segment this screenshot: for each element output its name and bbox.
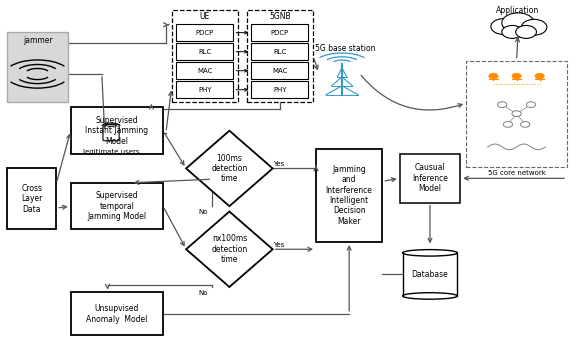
Circle shape [512,73,521,79]
Text: PHY: PHY [273,87,287,93]
Text: Cross
Layer
Data: Cross Layer Data [21,184,42,214]
FancyBboxPatch shape [400,154,461,203]
FancyBboxPatch shape [71,108,163,154]
Text: No: No [199,290,208,296]
FancyBboxPatch shape [103,124,119,141]
FancyBboxPatch shape [176,24,233,41]
FancyBboxPatch shape [71,292,163,336]
Text: Supervised
temporal
Jamming Model: Supervised temporal Jamming Model [87,191,146,221]
Text: Causual
Inference
Model: Causual Inference Model [412,163,448,193]
Text: legitimate users: legitimate users [83,149,139,155]
Circle shape [527,102,535,108]
Text: UE: UE [200,12,210,21]
FancyBboxPatch shape [246,10,313,102]
Circle shape [489,73,498,79]
Text: Yes: Yes [273,242,284,248]
Text: Application: Application [496,6,539,15]
Text: nx100ms
detection
time: nx100ms detection time [211,234,248,264]
FancyBboxPatch shape [466,61,567,167]
Text: jammer: jammer [23,37,52,45]
Text: RLC: RLC [198,49,212,55]
Text: MAC: MAC [272,68,288,74]
Circle shape [521,122,530,127]
Text: MAC: MAC [197,68,212,74]
FancyBboxPatch shape [251,24,309,41]
Text: No: No [199,209,208,215]
Circle shape [512,111,521,117]
Polygon shape [186,131,273,206]
FancyBboxPatch shape [71,183,163,230]
Text: Supervised
Instant Jamming
Model: Supervised Instant Jamming Model [85,116,148,146]
FancyBboxPatch shape [7,32,68,102]
Text: PDCP: PDCP [195,30,214,35]
FancyBboxPatch shape [316,149,382,242]
Text: RLC: RLC [273,49,287,55]
Ellipse shape [403,293,458,299]
Text: 5G core network: 5G core network [488,170,546,176]
FancyBboxPatch shape [176,81,233,98]
Text: PHY: PHY [198,87,212,93]
FancyBboxPatch shape [251,81,309,98]
FancyBboxPatch shape [251,43,309,60]
Circle shape [535,73,544,79]
Circle shape [502,13,534,33]
FancyBboxPatch shape [7,168,56,230]
Circle shape [498,102,507,108]
FancyBboxPatch shape [176,62,233,79]
FancyBboxPatch shape [176,43,233,60]
FancyBboxPatch shape [251,62,309,79]
Text: 5GNB: 5GNB [269,12,291,21]
FancyBboxPatch shape [172,10,238,102]
Text: 100ms
detection
time: 100ms detection time [211,153,248,183]
Ellipse shape [403,250,458,256]
Polygon shape [186,211,273,287]
Text: PDCP: PDCP [271,30,289,35]
Circle shape [516,25,536,38]
FancyBboxPatch shape [403,253,458,296]
Text: Yes: Yes [273,161,284,167]
Circle shape [491,18,516,34]
Circle shape [502,25,523,38]
Text: Jamming
and
Interference
Intelligent
Decision
Maker: Jamming and Interference Intelligent Dec… [326,165,372,226]
Circle shape [521,19,547,35]
Text: Unsupvised
Anomaly  Model: Unsupvised Anomaly Model [86,304,147,324]
Text: 5G base station: 5G base station [314,43,375,52]
Text: Database: Database [412,270,448,279]
Circle shape [503,122,513,127]
